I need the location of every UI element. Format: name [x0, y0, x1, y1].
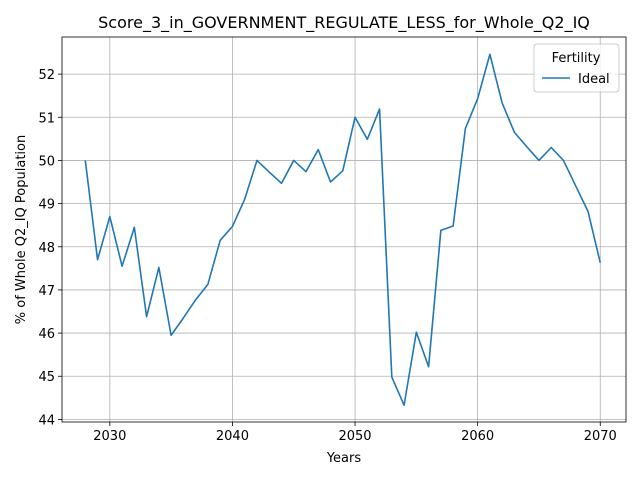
data-point [158, 266, 160, 268]
data-point [84, 159, 86, 161]
data-point [231, 225, 233, 227]
data-point [525, 145, 527, 147]
y-tick-label: 49 [38, 198, 55, 213]
data-point [121, 265, 123, 267]
data-point [305, 170, 307, 172]
data-point [415, 331, 417, 333]
data-point [440, 229, 442, 231]
x-tick-label: 2050 [338, 429, 371, 444]
series-layer [84, 53, 602, 406]
data-point [182, 317, 184, 319]
data-point [452, 225, 454, 227]
data-point [207, 283, 209, 285]
axis-ticks: 2030 2040 2050 2060 2070 44 45 46 47 48 49 50 51 52 [38, 68, 616, 444]
data-point [550, 146, 552, 148]
x-tick-label: 2060 [461, 429, 494, 444]
y-tick-label: 44 [38, 413, 55, 428]
data-point [476, 98, 478, 100]
data-point [464, 127, 466, 129]
data-point [391, 376, 393, 378]
data-point [317, 148, 319, 150]
data-point [329, 181, 331, 183]
data-point [513, 131, 515, 133]
legend: Fertility Ideal [533, 43, 620, 93]
data-point [293, 159, 295, 161]
x-axis-label: Years [326, 451, 362, 466]
chart-title: Score_3_in_GOVERNMENT_REGULATE_LESS_for_… [98, 13, 590, 33]
data-point [403, 404, 405, 406]
data-point [538, 159, 540, 161]
y-tick-label: 51 [38, 111, 55, 126]
legend-title: Fertility [552, 51, 601, 66]
y-axis-label: % of Whole Q2_IQ Population [14, 135, 29, 324]
y-tick-label: 45 [38, 370, 55, 385]
data-point [575, 185, 577, 187]
data-point [427, 366, 429, 368]
x-tick-label: 2040 [216, 429, 249, 444]
data-point [378, 108, 380, 110]
legend-box [533, 43, 620, 93]
data-point [194, 299, 196, 301]
y-tick-label: 46 [38, 327, 55, 342]
data-point [354, 116, 356, 118]
data-point [243, 198, 245, 200]
legend-entry-label: Ideal [578, 72, 610, 87]
data-point [96, 259, 98, 261]
data-point [342, 170, 344, 172]
data-point [219, 239, 221, 241]
plot-frame [61, 36, 627, 423]
data-point [170, 334, 172, 336]
y-tick-label: 48 [38, 241, 55, 256]
y-tick-label: 47 [38, 284, 55, 299]
data-point [280, 182, 282, 184]
data-point [562, 159, 564, 161]
data-point [268, 171, 270, 173]
series-line-ideal [84, 53, 602, 406]
data-point [109, 215, 111, 217]
data-point [256, 159, 258, 161]
x-tick-label: 2030 [93, 429, 126, 444]
grid-lines [62, 37, 626, 422]
x-tick-label: 2070 [584, 429, 617, 444]
y-tick-label: 50 [38, 154, 55, 169]
y-tick-label: 52 [38, 68, 55, 83]
data-point [145, 315, 147, 317]
data-point [489, 53, 491, 55]
data-point [587, 210, 589, 212]
data-point [366, 138, 368, 140]
data-point [599, 262, 601, 264]
data-point [133, 226, 135, 228]
data-point [501, 102, 503, 104]
